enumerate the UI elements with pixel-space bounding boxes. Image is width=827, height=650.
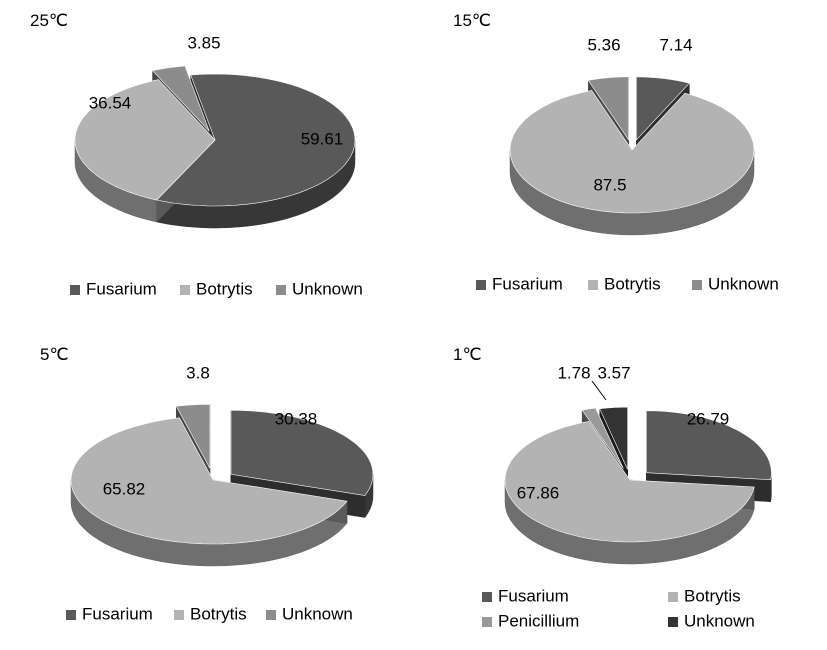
legend-label-botrytis: Botrytis [684,586,741,605]
legend-label-penicillium: Penicillium [498,611,579,630]
chart-title: 15℃ [453,11,491,30]
data-label-unknown: 5.36 [587,35,620,54]
legend-label-unknown: Unknown [708,274,779,293]
legend-label-fusarium: Fusarium [492,274,563,293]
legend-label-fusarium: Fusarium [86,279,157,298]
slice-fusarium [230,410,374,496]
slice-fusarium [156,73,356,207]
data-label-penicillium: 1.78 [557,363,590,382]
data-label-fusarium: 30.38 [275,409,318,428]
legend-swatch-fusarium [70,285,80,295]
data-label-unknown: 3.57 [597,363,630,382]
legend-label-fusarium: Fusarium [82,604,153,623]
slice-botrytis [509,90,755,214]
slice-botrytis [504,421,755,543]
data-label-botrytis: 67.86 [517,483,560,502]
data-label-botrytis: 65.82 [103,479,146,498]
leader-line [591,380,607,401]
legend-swatch-botrytis [668,592,678,602]
data-label-fusarium: 26.79 [687,409,730,428]
slice-unknown [151,65,210,132]
legend-label-unknown: Unknown [282,604,353,623]
legend-swatch-fusarium [476,280,486,290]
legend-label-botrytis: Botrytis [190,604,247,623]
pie-chart-4: 26.79 67.86 1.78 3.57 1℃ Fusarium Botrytis Peni… [453,345,772,630]
data-label-fusarium: 7.14 [659,35,692,54]
legend-label-unknown: Unknown [292,279,363,298]
legend-swatch-botrytis [588,280,598,290]
pie-chart-1: 59.61 36.54 3.85 25℃ Fusarium Botrytis Unknown [30,11,363,298]
pie-chart-2: 7.14 87.5 5.36 15℃ Fusarium Botrytis Unknown [453,11,779,293]
data-label-fusarium: 59.61 [301,129,344,148]
slice-botrytis [70,417,348,545]
slice-unknown [587,76,629,141]
legend-swatch-fusarium [482,592,492,602]
slice-fusarium [646,410,772,481]
slice-fusarium [636,76,690,141]
legend-swatch-unknown [668,617,678,627]
legend-label-fusarium: Fusarium [498,586,569,605]
legend-swatch-botrytis [180,285,190,295]
slice-unknown [175,404,211,469]
legend-label-botrytis: Botrytis [196,279,253,298]
chart-title: 1℃ [453,345,482,364]
slice-botrytis [74,79,216,201]
legend-swatch-penicillium [482,617,492,627]
legend-swatch-unknown [266,610,276,620]
legend-label-unknown: Unknown [684,611,755,630]
slice-penicillium [581,407,624,469]
legend-label-botrytis: Botrytis [604,274,661,293]
slice-unknown [599,406,628,470]
data-label-unknown: 3.8 [186,363,210,382]
chart-title: 25℃ [30,11,68,30]
pie-chart-3: 30.38 65.82 3.8 5℃ Fusarium Botrytis Unknown [40,345,374,623]
legend-swatch-botrytis [174,610,184,620]
legend-swatch-unknown [276,285,286,295]
legend-swatch-fusarium [66,610,76,620]
data-label-botrytis: 36.54 [89,93,132,112]
chart-title: 5℃ [40,345,69,364]
data-label-botrytis: 87.5 [593,175,626,194]
data-label-unknown: 3.85 [187,33,220,52]
legend-swatch-unknown [692,280,702,290]
